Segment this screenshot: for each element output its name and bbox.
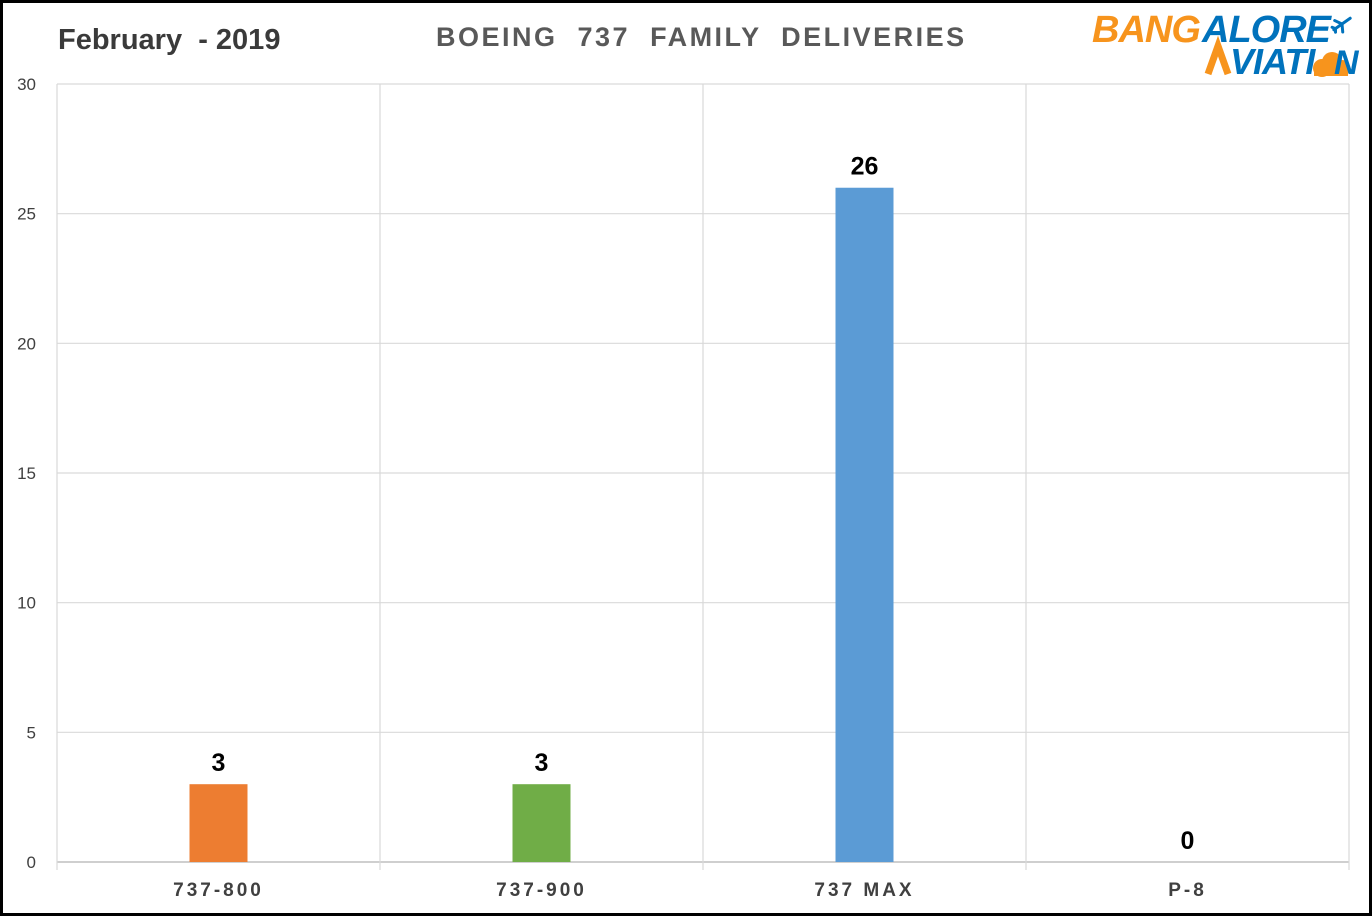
cloud-icon (1313, 52, 1350, 77)
bar (512, 784, 571, 862)
y-tick-label: 20 (17, 334, 36, 353)
svg-text:BANG: BANG (1092, 9, 1200, 51)
chart-title: BOEING 737 FAMILY DELIVERIES (436, 22, 967, 52)
x-tick-label: P-8 (1168, 880, 1207, 901)
bar (189, 784, 248, 862)
x-tick-label: 737-900 (496, 880, 587, 901)
x-tick-label: 737-800 (173, 880, 264, 901)
y-tick-label: 25 (17, 205, 36, 224)
y-tick-label: 30 (17, 75, 36, 94)
y-tick-label: 10 (17, 594, 36, 613)
data-label: 3 (212, 749, 226, 777)
x-tick-label: 737 MAX (814, 880, 914, 901)
data-label: 0 (1181, 827, 1195, 855)
data-label: 3 (535, 749, 549, 777)
bangalore-aviation-logo: BANG ALORE VIATI N (1092, 9, 1360, 80)
svg-text:ALORE: ALORE (1201, 9, 1333, 51)
bar (835, 187, 894, 862)
y-tick-label: 0 (27, 853, 36, 872)
data-label: 26 (851, 153, 879, 181)
y-tick-label: 15 (17, 464, 36, 483)
y-tick-label: 5 (27, 723, 36, 742)
airplane-icon (1330, 16, 1352, 34)
chart-subtitle: February - 2019 (58, 24, 281, 56)
svg-text:VIATI: VIATI (1230, 41, 1316, 80)
svg-text:N: N (1334, 44, 1360, 80)
